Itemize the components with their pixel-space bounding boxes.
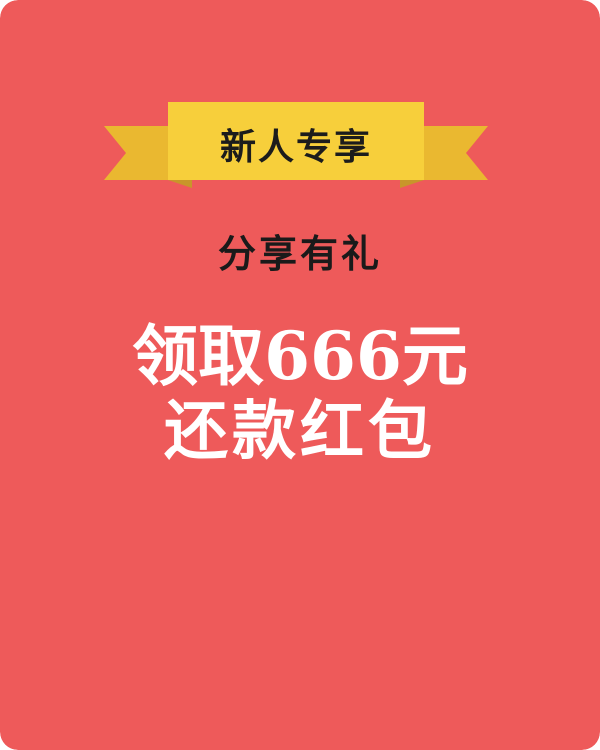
- ribbon-right-fold: [400, 180, 424, 188]
- promo-subheadline: 还款红包: [164, 394, 436, 469]
- ribbon-shape: [104, 102, 488, 188]
- ribbon-banner: 新人专享: [100, 96, 492, 188]
- ribbon-label: 新人专享: [219, 126, 372, 168]
- subtitle: 分享有礼: [217, 232, 382, 276]
- promo-headline: 领取666元: [132, 317, 468, 395]
- ribbon-left-fold: [168, 180, 192, 188]
- ribbon-main-band: [168, 102, 424, 180]
